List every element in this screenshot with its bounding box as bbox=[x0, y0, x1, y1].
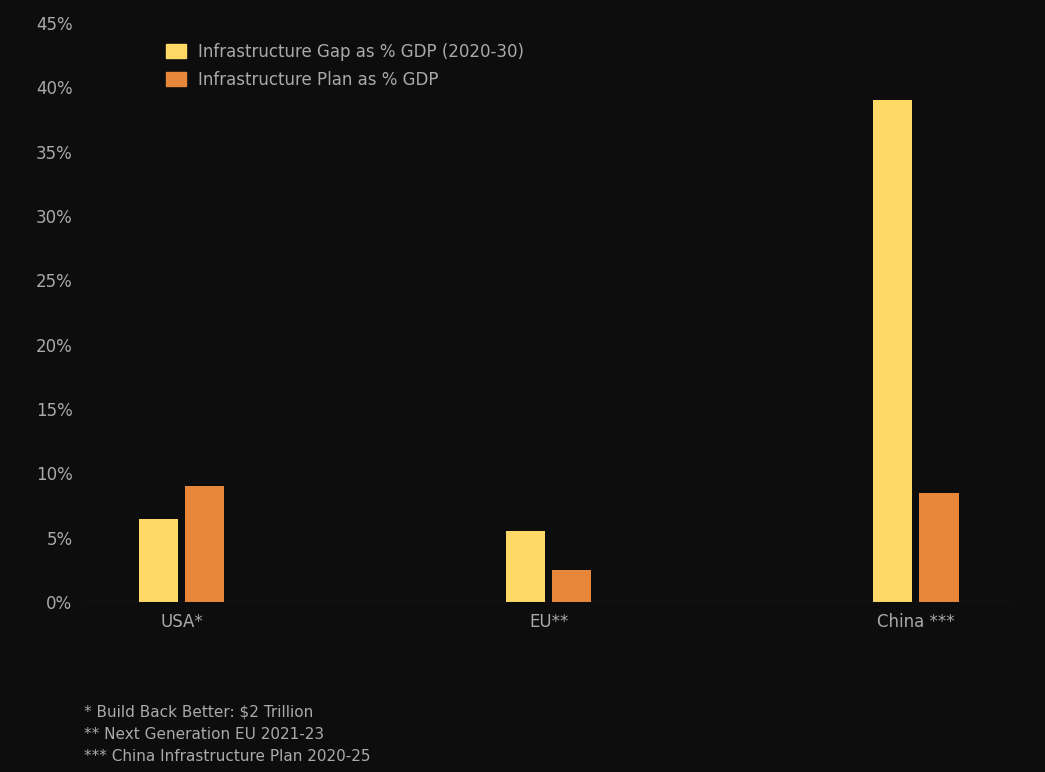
Bar bbox=[139, 519, 178, 602]
Bar bbox=[506, 531, 544, 602]
Bar bbox=[553, 570, 591, 602]
Bar bbox=[920, 493, 958, 602]
Bar bbox=[185, 486, 225, 602]
Bar bbox=[873, 100, 912, 602]
Legend: Infrastructure Gap as % GDP (2020-30), Infrastructure Plan as % GDP: Infrastructure Gap as % GDP (2020-30), I… bbox=[166, 43, 524, 89]
Text: * Build Back Better: $2 Trillion
** Next Generation EU 2021-23
*** China Infrast: * Build Back Better: $2 Trillion ** Next… bbox=[84, 705, 370, 764]
